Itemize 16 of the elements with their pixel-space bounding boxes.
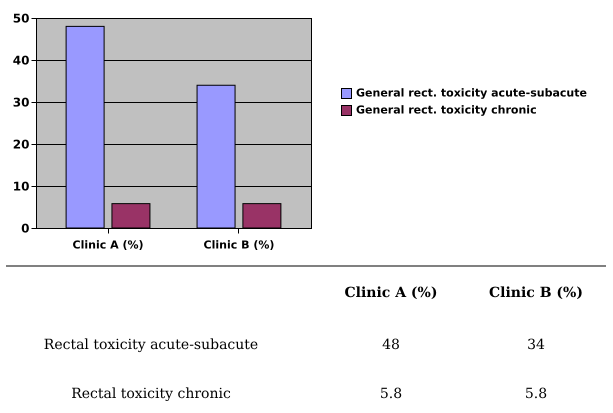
category-label: Clinic A (%) xyxy=(344,285,438,301)
y-tick-label: 20 xyxy=(12,138,30,152)
legend-label: General rect. toxicity chronic xyxy=(356,104,537,116)
text: 5.8 xyxy=(524,386,548,402)
y-tick-label: 40 xyxy=(12,54,30,68)
y-tick-label: 50 xyxy=(12,12,30,26)
y-tick-label: 30 xyxy=(12,96,30,110)
text: 5.8 xyxy=(380,386,402,402)
legend-label: General rect. toxicity acute-subacute xyxy=(356,86,587,100)
y-tick-label: 10 xyxy=(12,180,30,194)
text: 34 xyxy=(527,337,545,353)
text: Rectal toxicity acute-subacute xyxy=(44,337,258,353)
category-label: Clinic B (%) xyxy=(489,285,583,301)
text: Rectal toxicity chronic xyxy=(71,386,231,402)
y-tick-label: 0 xyxy=(21,222,30,236)
text: 48 xyxy=(382,337,400,353)
